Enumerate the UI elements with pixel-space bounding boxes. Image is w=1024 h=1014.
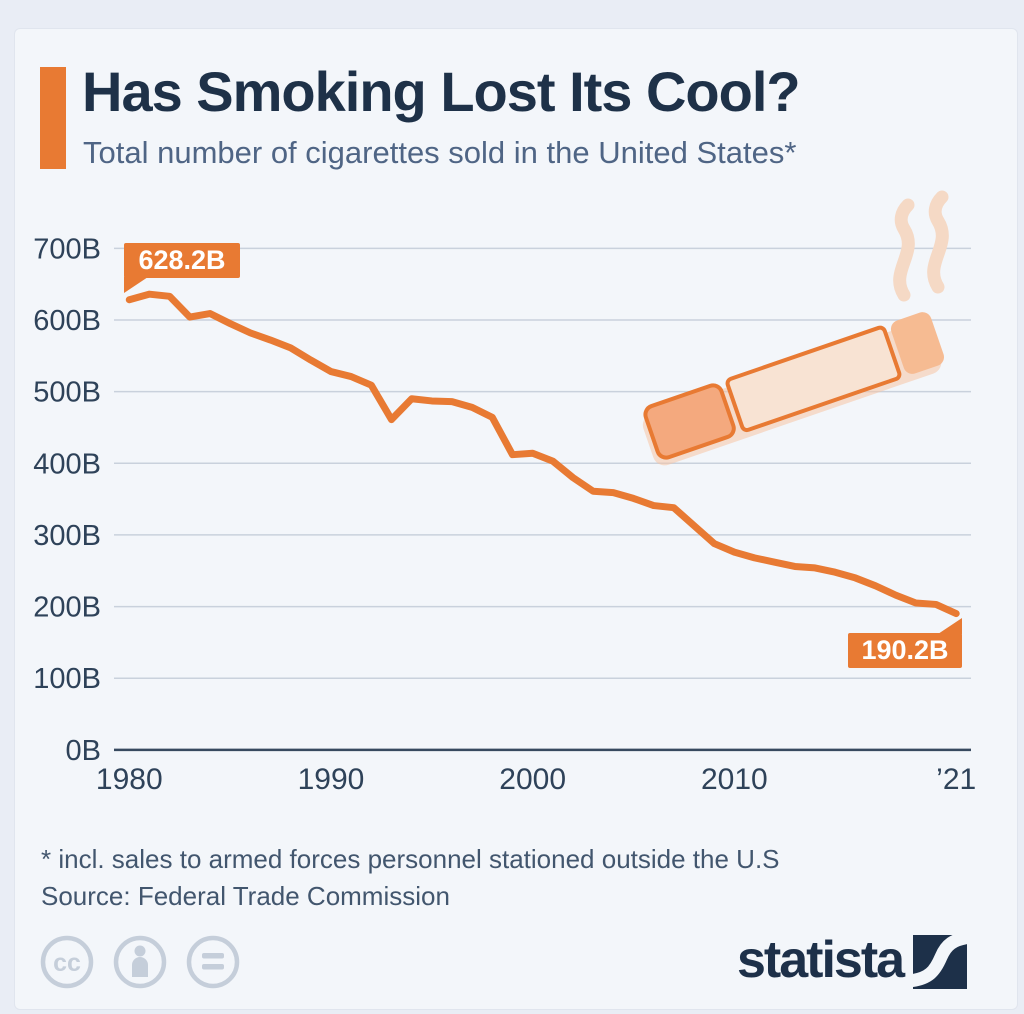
start-value-label: 628.2B [138, 245, 226, 275]
y-tick-label: 400B [33, 448, 101, 480]
y-tick-label: 500B [33, 377, 101, 409]
end-value-label: 190.2B [861, 635, 949, 665]
footnote: * incl. sales to armed forces personnel … [41, 841, 780, 915]
statista-logo-icon [913, 935, 968, 989]
x-tick-label: ’21 [936, 763, 976, 796]
x-tick-label: 2000 [499, 763, 566, 796]
cigarette-icon [642, 312, 945, 466]
chart-card: Has Smoking Lost Its Cool? Total number … [14, 28, 1018, 1010]
x-tick-label: 1980 [96, 763, 163, 796]
svg-text:cc: cc [53, 949, 81, 977]
license-icons: cc [40, 935, 240, 989]
no-derivatives-icon[interactable] [186, 935, 240, 989]
data-line [125, 290, 960, 618]
start-value-badge: 628.2B [124, 243, 240, 293]
smoke-icon [893, 190, 949, 302]
cc-icon[interactable]: cc [40, 935, 94, 989]
statista-logo[interactable]: statista [737, 931, 968, 989]
statista-logo-text: statista [737, 931, 905, 989]
y-tick-label: 0B [66, 735, 101, 767]
y-tick-label: 300B [33, 520, 101, 552]
x-tick-label: 2010 [701, 763, 768, 796]
y-tick-label: 100B [33, 663, 101, 695]
footnote-line-1: * incl. sales to armed forces personnel … [41, 844, 780, 874]
y-tick-label: 200B [33, 592, 101, 624]
badge-tail [124, 277, 148, 293]
end-value-badge: 190.2B [848, 618, 962, 668]
badge-tail [938, 618, 962, 634]
footnote-line-2: Source: Federal Trade Commission [41, 881, 450, 911]
title-accent-bar [40, 67, 66, 169]
page-title: Has Smoking Lost Its Cool? [82, 60, 801, 123]
y-tick-label: 600B [33, 305, 101, 337]
attribution-icon[interactable] [113, 935, 167, 989]
chart-subtitle: Total number of cigarettes sold in the U… [83, 135, 797, 170]
y-tick-label: 700B [33, 233, 101, 265]
x-tick-label: 1990 [298, 763, 365, 796]
